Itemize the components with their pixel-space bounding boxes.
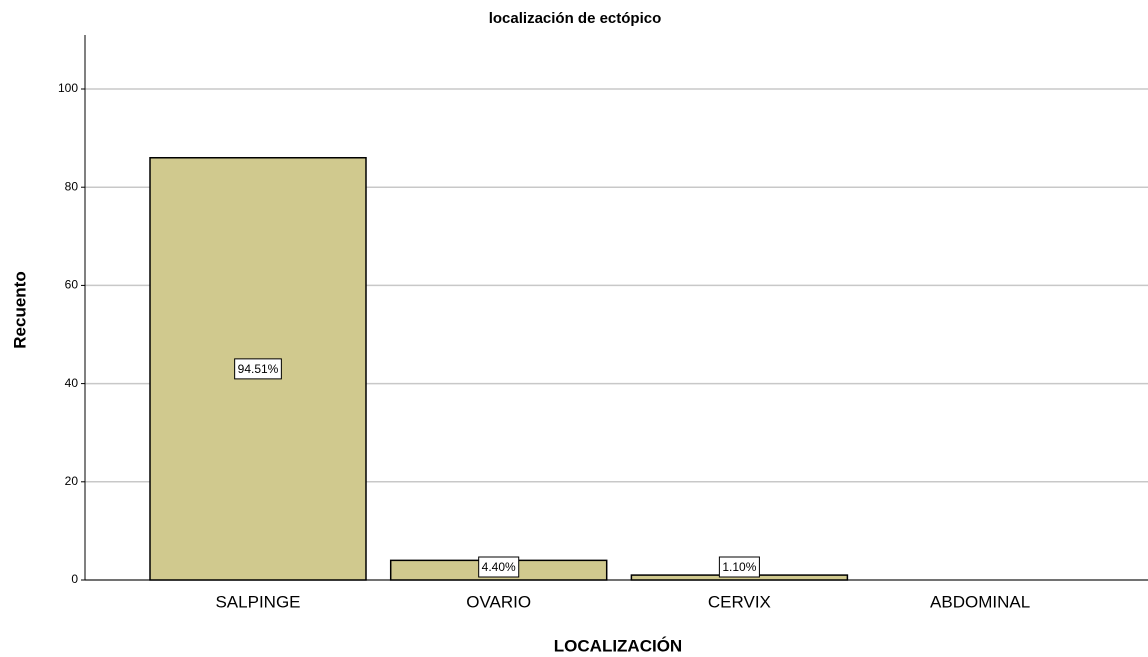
data-label-box bbox=[718, 556, 760, 578]
y-tick-label: 40 bbox=[65, 376, 79, 390]
x-tick-label: CERVIX bbox=[708, 592, 771, 611]
y-tick-label: 100 bbox=[58, 81, 78, 95]
data-label-box bbox=[478, 556, 520, 578]
y-tick-label: 20 bbox=[65, 474, 79, 488]
data-label: 4.40% bbox=[482, 560, 516, 574]
x-tick-label: OVARIO bbox=[466, 592, 531, 611]
y-axis-label: Recuento bbox=[10, 271, 29, 348]
y-tick-label: 60 bbox=[65, 278, 79, 292]
y-tick-label: 80 bbox=[65, 179, 79, 193]
x-tick-label: SALPINGE bbox=[215, 592, 300, 611]
data-label: 1.10% bbox=[722, 560, 756, 574]
x-axis-label: LOCALIZACIÓN bbox=[554, 636, 682, 655]
data-label-box bbox=[234, 358, 282, 380]
y-tick-label: 0 bbox=[71, 572, 78, 586]
data-label: 94.51% bbox=[238, 362, 279, 376]
chart-title: localización de ectópico bbox=[489, 10, 662, 27]
x-tick-label: ABDOMINAL bbox=[930, 592, 1030, 611]
